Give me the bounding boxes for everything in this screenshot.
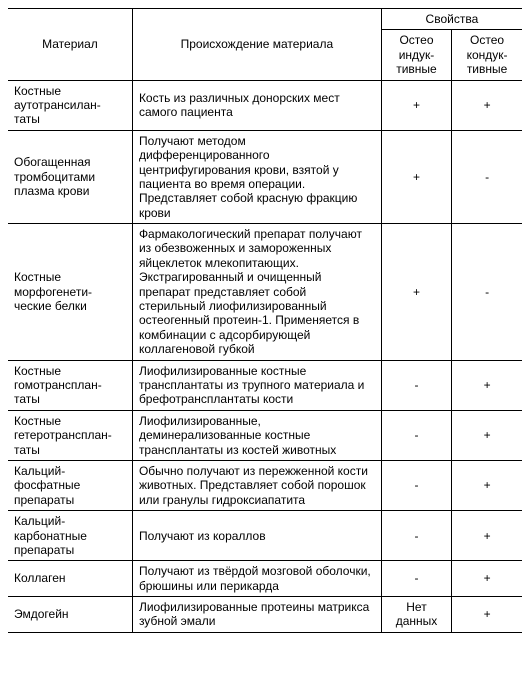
header-osteo-conductive: Остео кондук-тивные	[452, 30, 522, 80]
table-row: Костные аутотрансилан-таты Кость из разл…	[8, 80, 522, 130]
cell-osteo-inductive: -	[381, 561, 451, 597]
cell-osteo-inductive: -	[381, 511, 451, 561]
cell-material: Эмдогейн	[8, 597, 132, 633]
table-row: Костные гетеротрансплан-таты Лиофилизиро…	[8, 410, 522, 460]
table-body: Костные аутотрансилан-таты Кость из разл…	[8, 80, 522, 632]
table-row: Костные морфогенети-ческие белки Фармако…	[8, 224, 522, 361]
cell-material: Костные гетеротрансплан-таты	[8, 410, 132, 460]
cell-origin: Лиофилизированные, деминерализованные ко…	[132, 410, 381, 460]
cell-osteo-conductive: -	[452, 224, 522, 361]
table-header: Материал Происхождение материала Свойств…	[8, 9, 522, 81]
cell-osteo-inductive: Нет данных	[381, 597, 451, 633]
cell-material: Костные аутотрансилан-таты	[8, 80, 132, 130]
cell-material: Кальций-фосфатные препараты	[8, 460, 132, 510]
table-row: Эмдогейн Лиофилизированные протеины матр…	[8, 597, 522, 633]
table-row: Кальций-фосфатные препараты Обычно получ…	[8, 460, 522, 510]
header-material: Материал	[8, 9, 132, 81]
cell-osteo-conductive: +	[452, 561, 522, 597]
cell-osteo-conductive: +	[452, 410, 522, 460]
table-row: Кальций-карбонатные препараты Получают и…	[8, 511, 522, 561]
cell-osteo-inductive: +	[381, 80, 451, 130]
cell-osteo-inductive: -	[381, 460, 451, 510]
cell-osteo-conductive: +	[452, 80, 522, 130]
cell-origin: Получают из твёрдой мозговой оболочки, б…	[132, 561, 381, 597]
cell-osteo-conductive: +	[452, 460, 522, 510]
cell-osteo-conductive: +	[452, 360, 522, 410]
cell-origin: Кость из различных донорских мест самого…	[132, 80, 381, 130]
cell-origin: Получают методом дифференцированного цен…	[132, 130, 381, 223]
cell-origin: Лиофилизированные костные трансплантаты …	[132, 360, 381, 410]
cell-origin: Фармакологический препарат получают из о…	[132, 224, 381, 361]
cell-origin: Обычно получают из пережженной кости жив…	[132, 460, 381, 510]
cell-osteo-inductive: -	[381, 360, 451, 410]
table-row: Костные гомотрансплан-таты Лиофилизирова…	[8, 360, 522, 410]
cell-material: Обогащенная тромбоцитами плазма крови	[8, 130, 132, 223]
header-osteo-inductive: Остео индук-тивные	[381, 30, 451, 80]
cell-material: Коллаген	[8, 561, 132, 597]
table-row: Обогащенная тромбоцитами плазма крови По…	[8, 130, 522, 223]
header-origin: Происхождение материала	[132, 9, 381, 81]
cell-osteo-inductive: -	[381, 410, 451, 460]
cell-osteo-conductive: +	[452, 597, 522, 633]
cell-origin: Получают из кораллов	[132, 511, 381, 561]
cell-origin: Лиофилизированные протеины матрикса зубн…	[132, 597, 381, 633]
cell-osteo-inductive: +	[381, 130, 451, 223]
cell-osteo-conductive: -	[452, 130, 522, 223]
cell-osteo-inductive: +	[381, 224, 451, 361]
materials-table: Материал Происхождение материала Свойств…	[8, 8, 522, 633]
header-props-group: Свойства	[381, 9, 522, 30]
cell-osteo-conductive: +	[452, 511, 522, 561]
cell-material: Костные морфогенети-ческие белки	[8, 224, 132, 361]
cell-material: Кальций-карбонатные препараты	[8, 511, 132, 561]
table-row: Коллаген Получают из твёрдой мозговой об…	[8, 561, 522, 597]
cell-material: Костные гомотрансплан-таты	[8, 360, 132, 410]
